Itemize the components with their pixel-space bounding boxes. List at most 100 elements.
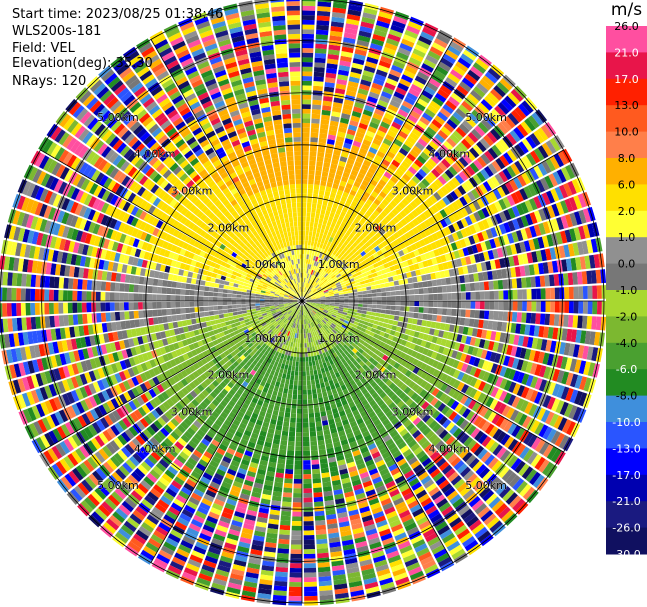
range-gate [429, 194, 438, 204]
range-gate [554, 301, 560, 313]
range-gate [418, 203, 427, 212]
range-gate [505, 245, 513, 256]
range-gate [412, 145, 422, 155]
range-gate [279, 382, 285, 389]
range-gate [342, 252, 349, 258]
range-gate [304, 249, 308, 255]
range-gate [322, 288, 328, 292]
range-gate [305, 230, 309, 236]
range-gate [347, 226, 354, 233]
range-gate [493, 280, 499, 290]
range-gate [305, 226, 310, 232]
range-gate [327, 177, 334, 184]
range-gate [473, 86, 486, 98]
range-gate [468, 224, 477, 235]
range-gate [302, 202, 307, 208]
range-gate [551, 218, 560, 232]
range-gate [448, 214, 456, 224]
range-gate [368, 277, 375, 283]
range-gate [484, 150, 495, 162]
range-gate [325, 302, 331, 304]
range-gate [389, 254, 396, 261]
range-gate [322, 271, 327, 277]
range-gate [316, 20, 330, 26]
range-gate [391, 64, 404, 74]
range-gate [379, 317, 385, 323]
range-gate [359, 184, 367, 191]
range-gate [348, 124, 358, 132]
range-gate [555, 201, 565, 216]
range-gate [409, 132, 420, 141]
range-gate [340, 211, 347, 218]
range-gate [302, 108, 311, 114]
range-gate [502, 152, 514, 165]
range-gate [303, 502, 313, 508]
range-gate [466, 245, 474, 255]
range-gate [392, 320, 399, 326]
range-gate [315, 266, 319, 272]
range-gate [302, 329, 304, 334]
range-gate [577, 315, 583, 329]
range-gate [441, 308, 448, 316]
range-gate [344, 223, 350, 230]
range-gate [334, 293, 339, 296]
range-gate [394, 310, 400, 316]
range-gate [370, 248, 377, 255]
range-gate [360, 21, 374, 29]
range-gate [447, 293, 452, 300]
range-gate [510, 163, 521, 176]
range-gate [465, 292, 471, 300]
range-gate [302, 394, 308, 400]
range-gate [451, 308, 457, 317]
range-gate [307, 289, 311, 294]
range-gate [536, 301, 541, 312]
range-gate [298, 366, 302, 372]
range-gate [482, 181, 492, 192]
range-gate [330, 163, 338, 170]
range-gate [425, 54, 439, 65]
range-gate [436, 315, 442, 322]
range-gate [361, 310, 367, 315]
range-gate [324, 295, 330, 298]
range-gate [504, 181, 515, 194]
range-gate [444, 169, 455, 179]
range-gate [446, 260, 454, 269]
range-gate [315, 529, 327, 535]
range-gate [517, 103, 531, 117]
range-gate [525, 277, 532, 288]
range-gate [563, 182, 573, 197]
range-gate [311, 360, 316, 366]
range-gate [368, 255, 375, 261]
range-gate [314, 510, 325, 517]
range-gate [302, 104, 311, 110]
range-gate [358, 256, 365, 263]
range-gate [305, 361, 309, 367]
range-gate [528, 239, 536, 251]
range-gate [449, 115, 461, 126]
range-gate [378, 179, 387, 187]
range-gate [314, 217, 319, 223]
range-gate [303, 492, 313, 498]
range-gate [557, 151, 569, 166]
range-gate [521, 277, 527, 288]
range-gate [503, 290, 509, 300]
range-gate [293, 483, 302, 489]
range-gate [485, 228, 494, 239]
range-gate [314, 412, 321, 418]
range-gate [342, 206, 349, 213]
range-gate [328, 264, 334, 270]
range-gate [550, 287, 556, 300]
range-gate [481, 207, 490, 218]
range-gate [303, 516, 314, 522]
range-gate [397, 47, 411, 57]
range-gate [402, 173, 411, 182]
range-gate [436, 33, 451, 45]
range-gate [378, 146, 388, 155]
range-gate [353, 276, 359, 281]
range-gate [399, 290, 405, 296]
range-gate [480, 153, 491, 165]
range-gate [418, 294, 424, 301]
range-gate [390, 305, 396, 311]
range-gate [310, 240, 315, 246]
range-gate [304, 591, 318, 597]
